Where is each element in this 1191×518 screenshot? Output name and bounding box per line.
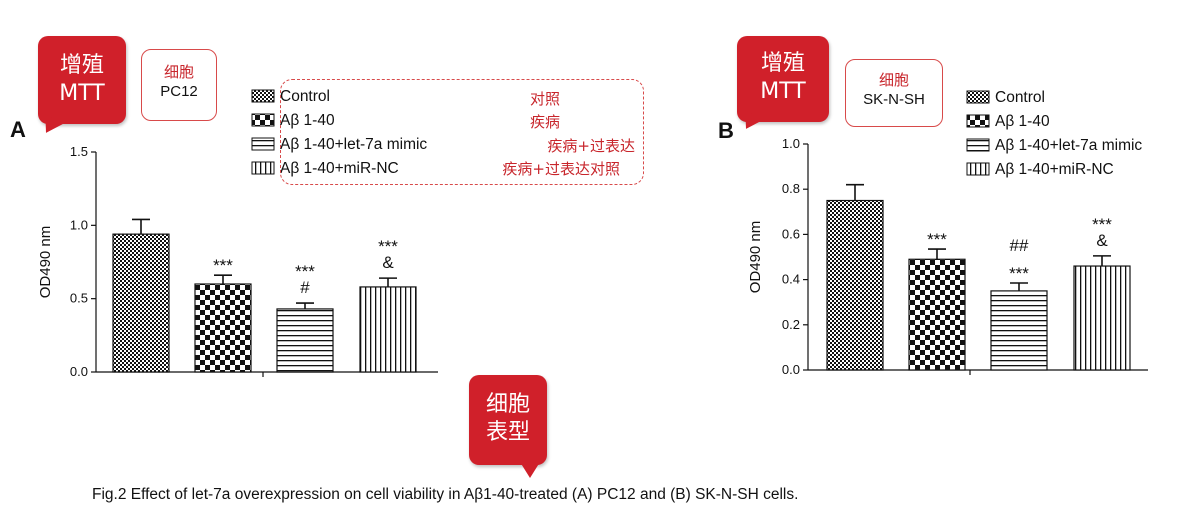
significance-label: *** (1092, 215, 1112, 234)
cell-type-box-b: 细胞 SK-N-SH (845, 59, 943, 127)
legend-swatch (966, 138, 990, 152)
callout-line: MTT (59, 81, 105, 106)
legend-label: Aβ 1-40 (995, 113, 1050, 130)
legend-swatch (966, 162, 990, 176)
cell-label: 细胞 (163, 63, 194, 81)
y-tick-label: 0.5 (70, 291, 88, 306)
legend-note: 疾病+过表达 (547, 137, 635, 155)
y-tick-label: 0.4 (782, 272, 800, 287)
y-tick-label: 0.0 (70, 364, 88, 379)
legend-label: Aβ 1-40+miR-NC (995, 161, 1114, 178)
y-tick-label: 0.6 (782, 226, 800, 241)
legend-swatch (251, 161, 275, 175)
panel-label: A (10, 117, 26, 142)
legend-label: Aβ 1-40 (280, 112, 335, 129)
significance-label: ## (1010, 236, 1029, 255)
bar (276, 308, 334, 373)
significance-label: & (1096, 231, 1108, 250)
bar (1073, 265, 1131, 371)
cell-label: 细胞 (878, 71, 909, 89)
bar (908, 258, 966, 371)
y-tick-label: 0.0 (782, 362, 800, 377)
cell-line-name: PC12 (160, 83, 198, 100)
legend-label: Aβ 1-40+let-7a mimic (280, 136, 427, 153)
significance-label: # (300, 278, 310, 297)
legend-swatch (251, 137, 275, 151)
significance-label: *** (927, 230, 947, 249)
legend-swatch (251, 89, 275, 103)
significance-label: *** (295, 262, 315, 281)
significance-label: & (382, 253, 394, 272)
legend-swatch (251, 113, 275, 127)
cell-line-name: SK-N-SH (863, 91, 925, 108)
bar (359, 286, 417, 373)
legend-note: 对照 (529, 90, 560, 108)
bar (990, 290, 1048, 371)
y-tick-label: 1.0 (782, 136, 800, 151)
y-axis-label: OD490 nm (747, 221, 764, 294)
panel-label: B (718, 118, 734, 143)
callout-line: 增殖 (760, 51, 805, 76)
legend-note: 疾病+过表达对照 (502, 160, 620, 178)
y-tick-label: 0.2 (782, 317, 800, 332)
callout-line: 增殖 (59, 53, 104, 78)
bar (194, 283, 252, 373)
bar (826, 199, 884, 371)
callout-line: 表型 (485, 420, 530, 445)
significance-label: *** (1009, 264, 1029, 283)
callout-line: MTT (760, 79, 806, 104)
legend-label: Control (280, 88, 330, 105)
bar (112, 233, 170, 373)
figure-caption: Fig.2 Effect of let-7a overexpression on… (92, 486, 799, 503)
legend-note: 疾病 (529, 113, 560, 131)
y-tick-label: 0.8 (782, 181, 800, 196)
legend-label: Aβ 1-40+let-7a mimic (995, 137, 1142, 154)
y-axis-label: OD490 nm (37, 226, 54, 299)
y-tick-label: 1.5 (70, 144, 88, 159)
cell-type-box-a: 细胞 PC12 (141, 49, 217, 121)
legend-swatch (966, 90, 990, 104)
callout-line: 细胞 (485, 392, 530, 417)
legend-swatch (966, 114, 990, 128)
y-tick-label: 1.0 (70, 217, 88, 232)
significance-label: *** (378, 237, 398, 256)
significance-label: *** (213, 256, 233, 275)
legend-annotation-box (280, 79, 644, 185)
legend-label: Control (995, 89, 1045, 106)
legend-label: Aβ 1-40+miR-NC (280, 160, 399, 177)
